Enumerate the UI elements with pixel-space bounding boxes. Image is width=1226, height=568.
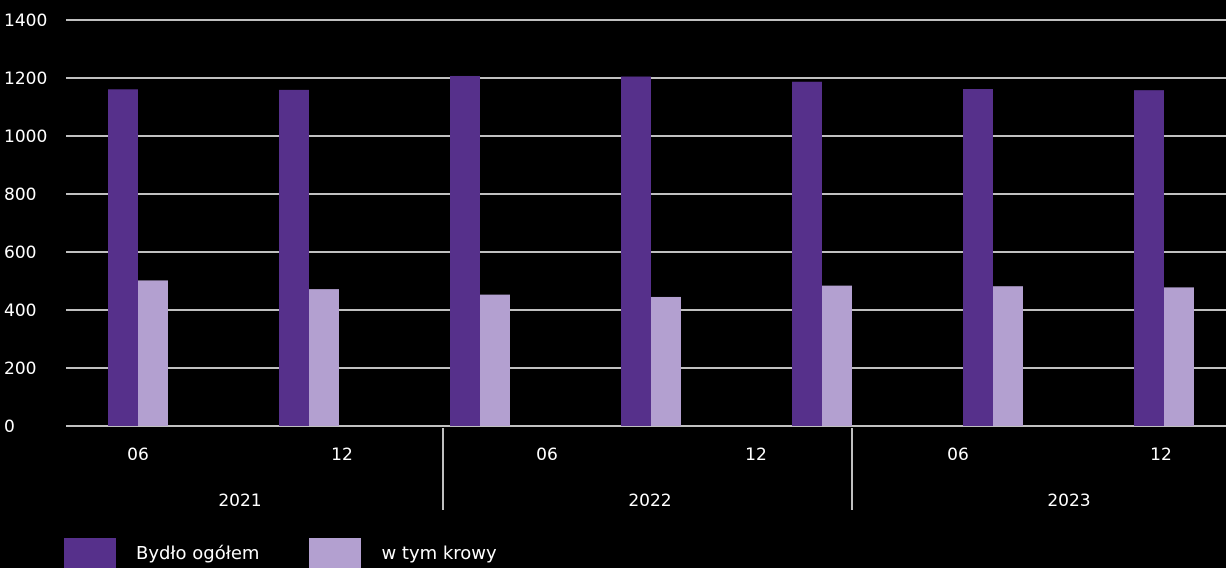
x-group-label: 2022	[628, 491, 671, 511]
bar-w-tym-krowy	[822, 285, 852, 426]
bar-w-tym-krowy	[309, 289, 339, 426]
legend-swatch	[64, 538, 116, 568]
bar-bydlo-ogolem	[450, 75, 480, 426]
x-group-label: 2023	[1047, 491, 1090, 511]
y-tick-label: 0	[4, 417, 15, 437]
bars	[108, 75, 1194, 427]
y-tick-label: 1400	[4, 11, 47, 31]
bar-w-tym-krowy	[138, 280, 168, 426]
y-tick-label: 200	[4, 359, 36, 379]
y-tick-label: 600	[4, 243, 36, 263]
legend-label: w tym krowy	[381, 542, 497, 564]
legend: Bydło ogółem w tym krowy	[64, 538, 547, 568]
x-tick-label: 06	[947, 445, 969, 465]
x-group-label: 2021	[218, 491, 261, 511]
bar-bydlo-ogolem	[621, 76, 651, 427]
bar-w-tym-krowy	[993, 286, 1023, 426]
bar-bydlo-ogolem	[1134, 90, 1164, 427]
y-tick-label: 400	[4, 301, 36, 321]
bar-bydlo-ogolem	[792, 81, 822, 427]
x-tick-label: 06	[536, 445, 558, 465]
y-axis-ticks: 0 200 400 600 800 1000 1200 1400	[4, 11, 47, 437]
x-tick-label: 12	[1150, 445, 1172, 465]
x-tick-label: 12	[331, 445, 353, 465]
legend-label: Bydło ogółem	[136, 542, 260, 564]
bar-bydlo-ogolem	[279, 89, 309, 426]
bar-w-tym-krowy	[651, 296, 681, 426]
x-tick-label: 06	[127, 445, 149, 465]
x-tick-label: 12	[745, 445, 767, 465]
y-tick-label: 1000	[4, 127, 47, 147]
y-tick-label: 1200	[4, 69, 47, 89]
y-tick-label: 800	[4, 185, 36, 205]
bar-w-tym-krowy	[1164, 287, 1194, 426]
legend-item-bydlo-ogolem: Bydło ogółem	[64, 538, 259, 568]
x-axis-ticks: 06 12 06 12 06 12	[127, 445, 1172, 465]
legend-swatch	[309, 538, 362, 568]
bar-bydlo-ogolem	[963, 89, 993, 427]
legend-item-w-tym-krowy: w tym krowy	[309, 538, 497, 568]
bar-bydlo-ogolem	[108, 89, 138, 426]
bar-w-tym-krowy	[480, 294, 510, 426]
x-axis-groups: 2021 2022 2023	[218, 428, 1091, 511]
